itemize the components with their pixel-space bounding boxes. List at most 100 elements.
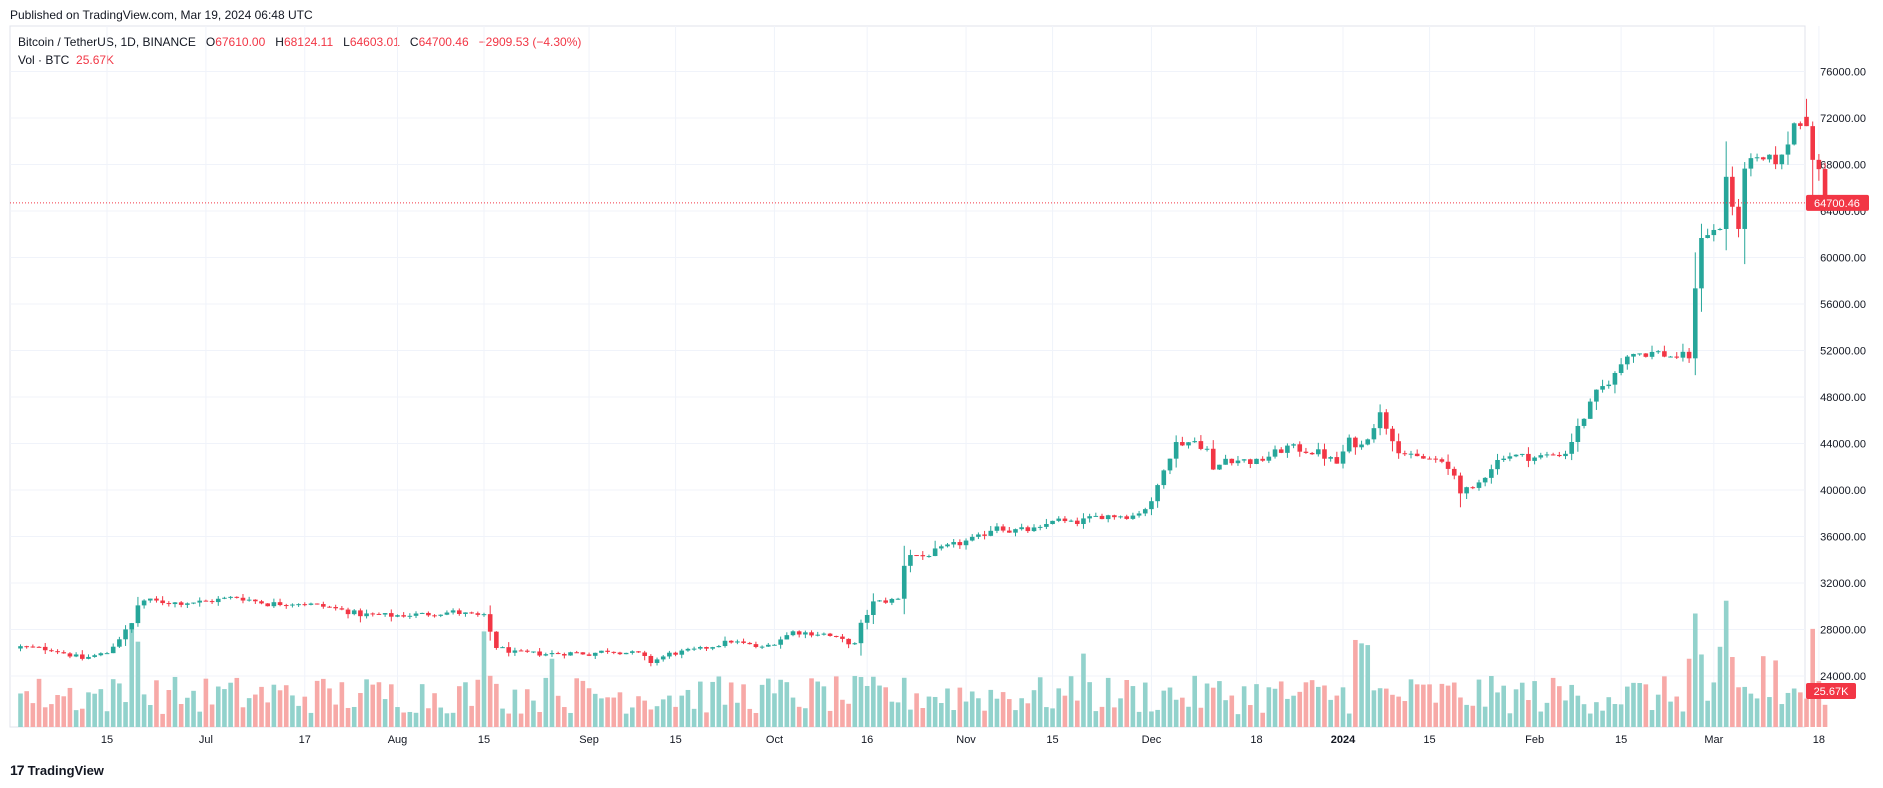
candle-body <box>1550 454 1556 456</box>
volume-bar <box>1625 686 1630 727</box>
candle-body <box>463 612 468 614</box>
candle-body <box>1631 353 1636 357</box>
volume-bar <box>1278 681 1284 727</box>
volume-bar <box>698 681 703 727</box>
candle-body <box>419 612 425 614</box>
candle-body <box>1649 351 1655 357</box>
tradingview-brand[interactable]: 17 TradingView <box>10 762 104 778</box>
volume-bar <box>1637 682 1642 727</box>
volume-bar <box>969 691 975 727</box>
symbol-legend[interactable]: Bitcoin / TetherUS, 1D, BINANCE O67610.0… <box>18 35 581 49</box>
volume-bar <box>1439 683 1445 727</box>
volume-bar <box>765 678 771 727</box>
volume-bar <box>1161 690 1167 727</box>
volume-bar <box>1297 691 1303 727</box>
volume-bar <box>370 684 376 727</box>
volume-bar <box>222 689 227 727</box>
candle-body <box>123 629 128 640</box>
candle-body <box>759 646 765 648</box>
volume-bar <box>1810 628 1815 727</box>
volume-bar <box>1600 710 1605 727</box>
volume-bar <box>976 698 981 727</box>
volume-bar <box>957 687 963 727</box>
volume-bar <box>1643 684 1649 727</box>
volume-bar <box>852 675 858 727</box>
candle-body <box>1371 428 1377 440</box>
y-tick-label: 56000.00 <box>1820 299 1866 311</box>
volume-bar <box>864 685 870 727</box>
candle-body <box>1013 529 1018 533</box>
volume-bar <box>1705 700 1710 727</box>
candle-body <box>1804 116 1809 127</box>
volume-bar <box>1334 695 1340 727</box>
volume-bar <box>562 707 567 727</box>
volume-bar <box>147 704 153 727</box>
volume-bar <box>963 701 969 727</box>
volume-bar <box>920 708 926 727</box>
volume-bar <box>1142 682 1148 727</box>
candle-body <box>1816 159 1822 170</box>
volume-bar <box>574 678 579 727</box>
candle-body <box>1383 412 1389 429</box>
volume-bar <box>438 707 444 727</box>
candle-body <box>642 652 647 656</box>
volume-bar <box>1180 697 1185 727</box>
volume-bar <box>623 713 629 727</box>
candle-body <box>438 614 444 616</box>
volume-bar <box>265 702 270 727</box>
volume-bar <box>1000 692 1006 727</box>
candle-body <box>1569 442 1574 454</box>
last-volume-label: 25.67K <box>1814 686 1850 698</box>
volume-bar <box>1204 683 1210 727</box>
candle-body <box>1093 515 1099 517</box>
candle-body <box>889 598 895 603</box>
candle-body <box>1112 515 1117 518</box>
volume-bar <box>1482 706 1488 727</box>
volume-bar <box>321 678 326 727</box>
volume-bar <box>1155 709 1160 727</box>
volume-bar <box>883 687 888 727</box>
volume-bar <box>1365 645 1371 727</box>
candle-body <box>871 601 876 615</box>
candle-body <box>1087 516 1092 519</box>
volume-bar <box>1526 700 1531 727</box>
candle-body <box>36 646 42 648</box>
volume-bar <box>339 682 345 727</box>
candle-body <box>80 654 85 659</box>
candle-body <box>1742 168 1748 229</box>
candle-body <box>487 614 493 632</box>
candle-body <box>1396 441 1401 454</box>
volume-bar <box>1581 704 1587 727</box>
y-tick-label: 24000.00 <box>1820 671 1866 683</box>
volume-bar <box>55 695 60 727</box>
volume-bar <box>456 686 462 727</box>
volume-bar <box>141 694 147 727</box>
volume-bar <box>1241 686 1247 727</box>
volume-bar <box>531 700 536 727</box>
y-tick-label: 36000.00 <box>1820 532 1866 544</box>
candle-body <box>1155 485 1160 502</box>
candle-body <box>1285 445 1290 453</box>
y-tick-label: 60000.00 <box>1820 253 1866 265</box>
candle-body <box>1600 386 1605 390</box>
candle-body <box>1019 527 1024 530</box>
volume-bar <box>1192 675 1197 727</box>
candle-body <box>364 613 369 617</box>
volume-bar <box>1291 695 1296 727</box>
candle-body <box>246 599 252 601</box>
open-label: O <box>205 35 216 49</box>
volume-legend[interactable]: Vol · BTC 25.67K <box>18 53 114 67</box>
candle-body <box>1482 477 1488 483</box>
volume-bar <box>419 684 425 727</box>
candle-body <box>1124 516 1130 519</box>
volume-bar <box>1804 698 1809 727</box>
volume-bar <box>18 693 23 727</box>
candle-body <box>895 598 901 600</box>
volume-bar <box>1451 682 1457 727</box>
candle-body <box>376 613 382 615</box>
candle-body <box>1241 459 1247 461</box>
candle-series <box>18 98 1828 667</box>
volume-bar <box>240 707 246 727</box>
volume-bar <box>716 676 722 727</box>
